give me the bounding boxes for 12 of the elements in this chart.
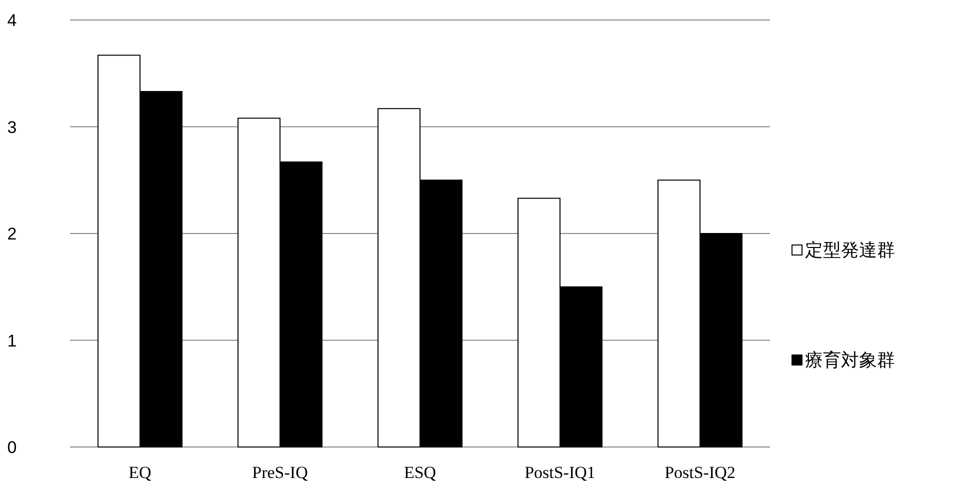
x-tick-label: PostS-IQ2 xyxy=(664,463,736,482)
y-tick-label: 0 xyxy=(7,438,17,457)
x-tick-label: EQ xyxy=(128,463,152,482)
x-tick-label: PreS-IQ xyxy=(252,463,308,482)
y-tick-label: 2 xyxy=(7,224,17,244)
legend-label: 療育対象群 xyxy=(805,350,895,370)
legend-label: 定型発達群 xyxy=(805,240,895,260)
y-tick-label: 1 xyxy=(7,331,17,350)
x-tick-label: ESQ xyxy=(404,463,436,482)
y-tick-label: 4 xyxy=(7,11,17,30)
y-tick-label: 3 xyxy=(7,118,17,137)
x-tick-label: PostS-IQ1 xyxy=(524,463,596,482)
